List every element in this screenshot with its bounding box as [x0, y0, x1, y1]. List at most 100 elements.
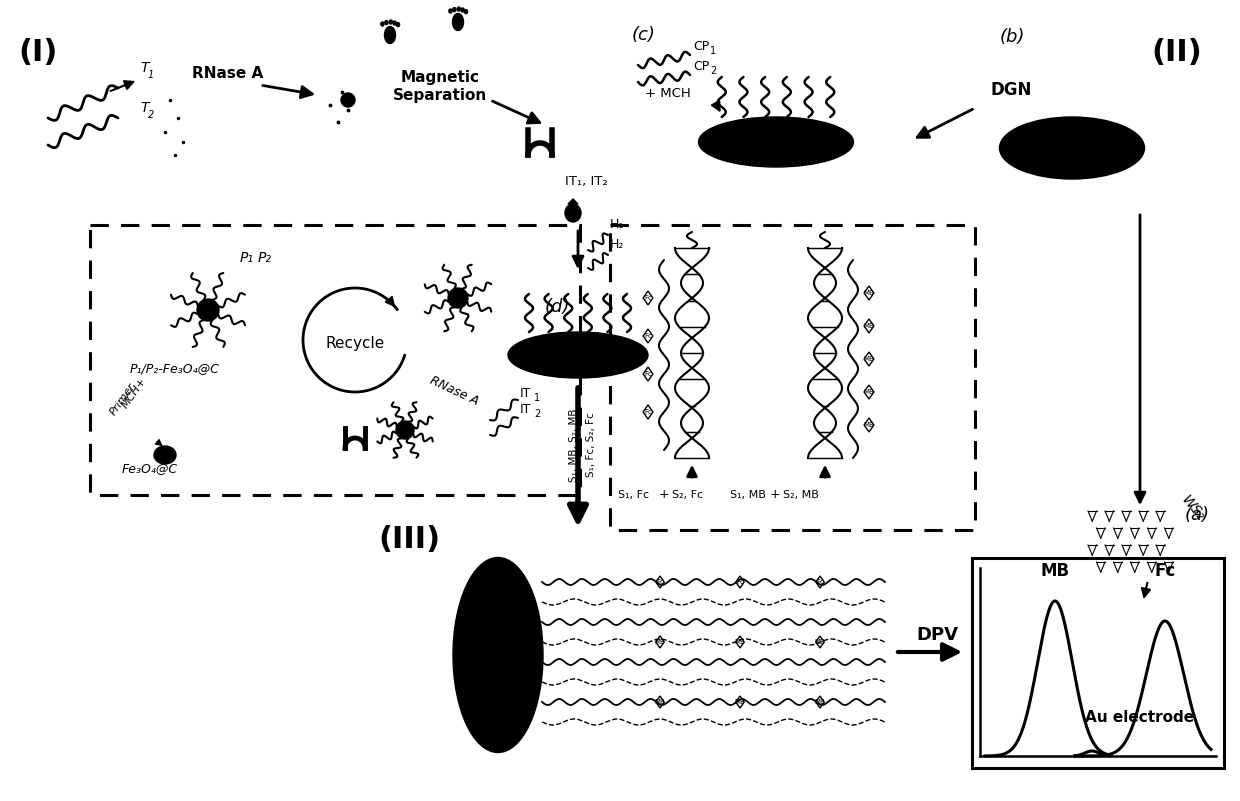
Ellipse shape: [453, 557, 543, 752]
Text: MB: MB: [655, 699, 666, 705]
Text: MB: MB: [734, 639, 745, 645]
Text: H₁: H₁: [610, 218, 625, 231]
Text: 1: 1: [534, 393, 541, 403]
Text: (I): (I): [19, 38, 57, 67]
Text: S₁, MB: S₁, MB: [730, 490, 766, 500]
Text: MB: MB: [863, 323, 874, 329]
Text: +: +: [658, 488, 670, 501]
Ellipse shape: [453, 7, 456, 11]
Text: Magnetic: Magnetic: [401, 70, 480, 85]
Text: DGN: DGN: [990, 81, 1032, 99]
Text: WS₂: WS₂: [1178, 493, 1207, 523]
Text: Recycle: Recycle: [325, 336, 384, 351]
Text: T: T: [140, 61, 149, 75]
Polygon shape: [656, 576, 665, 588]
Polygon shape: [656, 636, 665, 648]
Text: Fc: Fc: [737, 579, 744, 585]
Text: +: +: [770, 488, 781, 501]
Polygon shape: [864, 352, 874, 366]
Text: MB: MB: [863, 389, 874, 395]
Bar: [610, 225, 975, 530]
Text: MCH+: MCH+: [120, 376, 149, 410]
Text: MB: MB: [863, 290, 874, 296]
Ellipse shape: [341, 93, 355, 107]
Ellipse shape: [384, 26, 396, 43]
Text: (b): (b): [999, 28, 1025, 46]
Polygon shape: [864, 418, 874, 432]
Text: MB: MB: [815, 639, 826, 645]
Polygon shape: [644, 367, 653, 381]
Text: MB: MB: [655, 639, 666, 645]
Ellipse shape: [154, 446, 176, 464]
Text: S₁, Fc, S₂, Fc: S₁, Fc, S₂, Fc: [587, 413, 596, 477]
Text: 2: 2: [534, 409, 541, 419]
Ellipse shape: [197, 299, 219, 321]
Bar: [91, 225, 580, 495]
Polygon shape: [644, 329, 653, 343]
Text: Separation: Separation: [393, 88, 487, 103]
Ellipse shape: [393, 21, 397, 25]
Polygon shape: [735, 576, 744, 588]
Polygon shape: [568, 199, 578, 204]
Text: MB: MB: [863, 422, 874, 428]
Text: Fc: Fc: [816, 579, 823, 585]
Text: (c): (c): [632, 26, 656, 44]
Text: + MCH: + MCH: [645, 87, 691, 100]
Ellipse shape: [458, 7, 460, 11]
Text: P₂: P₂: [258, 251, 272, 265]
Text: IT: IT: [520, 403, 532, 416]
Ellipse shape: [384, 21, 388, 25]
Text: IT: IT: [520, 387, 532, 400]
Text: (II): (II): [1151, 38, 1202, 67]
Polygon shape: [644, 291, 653, 305]
Ellipse shape: [465, 10, 467, 14]
Text: T: T: [140, 101, 149, 115]
Ellipse shape: [698, 117, 853, 167]
Text: P₁/P₂-Fe₃O₄@C: P₁/P₂-Fe₃O₄@C: [130, 362, 219, 375]
Ellipse shape: [999, 117, 1145, 179]
Text: P₁: P₁: [241, 251, 254, 265]
Text: RNase A: RNase A: [192, 66, 264, 81]
Text: (III): (III): [378, 525, 440, 554]
Ellipse shape: [1063, 605, 1218, 675]
Text: S₂, MB: S₂, MB: [782, 490, 818, 500]
Ellipse shape: [461, 8, 464, 12]
Text: Fc: Fc: [644, 371, 652, 377]
Text: Fc: Fc: [644, 333, 652, 339]
Ellipse shape: [453, 14, 464, 30]
Text: 1: 1: [148, 70, 154, 80]
Polygon shape: [864, 319, 874, 333]
Text: S₁, Fc: S₁, Fc: [618, 490, 649, 500]
Text: (d): (d): [546, 298, 570, 316]
Text: MB: MB: [734, 699, 745, 705]
Polygon shape: [816, 696, 825, 708]
Ellipse shape: [449, 9, 453, 13]
Text: Fc: Fc: [644, 409, 652, 415]
Polygon shape: [735, 696, 744, 708]
Polygon shape: [816, 636, 825, 648]
Polygon shape: [864, 385, 874, 399]
Text: CP: CP: [693, 40, 709, 53]
Text: (a): (a): [1185, 506, 1210, 524]
Bar: [972, 558, 1224, 768]
Text: 2: 2: [148, 110, 154, 120]
Text: Fe₃O₄@C: Fe₃O₄@C: [122, 462, 179, 475]
Text: CP: CP: [693, 60, 709, 73]
Polygon shape: [864, 286, 874, 300]
Polygon shape: [644, 405, 653, 419]
Text: MB: MB: [863, 356, 874, 362]
Text: 2: 2: [711, 66, 717, 76]
Ellipse shape: [396, 421, 414, 439]
Text: IT₁, IT₂: IT₁, IT₂: [565, 175, 608, 188]
Polygon shape: [735, 636, 744, 648]
Ellipse shape: [381, 22, 384, 26]
Text: Primer: Primer: [108, 381, 138, 417]
Text: H₂: H₂: [610, 238, 625, 251]
Text: 1: 1: [711, 46, 717, 56]
Text: Fc: Fc: [644, 295, 652, 301]
Text: S₂, Fc: S₂, Fc: [672, 490, 703, 500]
Text: Au electrode: Au electrode: [1085, 710, 1194, 725]
Ellipse shape: [508, 332, 649, 378]
Text: MB: MB: [815, 699, 826, 705]
Text: DPV: DPV: [916, 626, 959, 644]
